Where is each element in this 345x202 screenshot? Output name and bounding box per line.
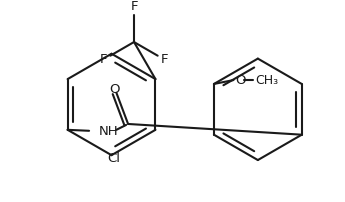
Text: F: F <box>130 0 138 13</box>
Text: CH₃: CH₃ <box>255 74 278 87</box>
Text: Cl: Cl <box>107 152 120 165</box>
Text: O: O <box>235 74 246 87</box>
Text: O: O <box>109 83 120 96</box>
Text: F: F <box>161 53 168 66</box>
Text: NH: NH <box>99 125 118 138</box>
Text: F: F <box>100 53 107 66</box>
